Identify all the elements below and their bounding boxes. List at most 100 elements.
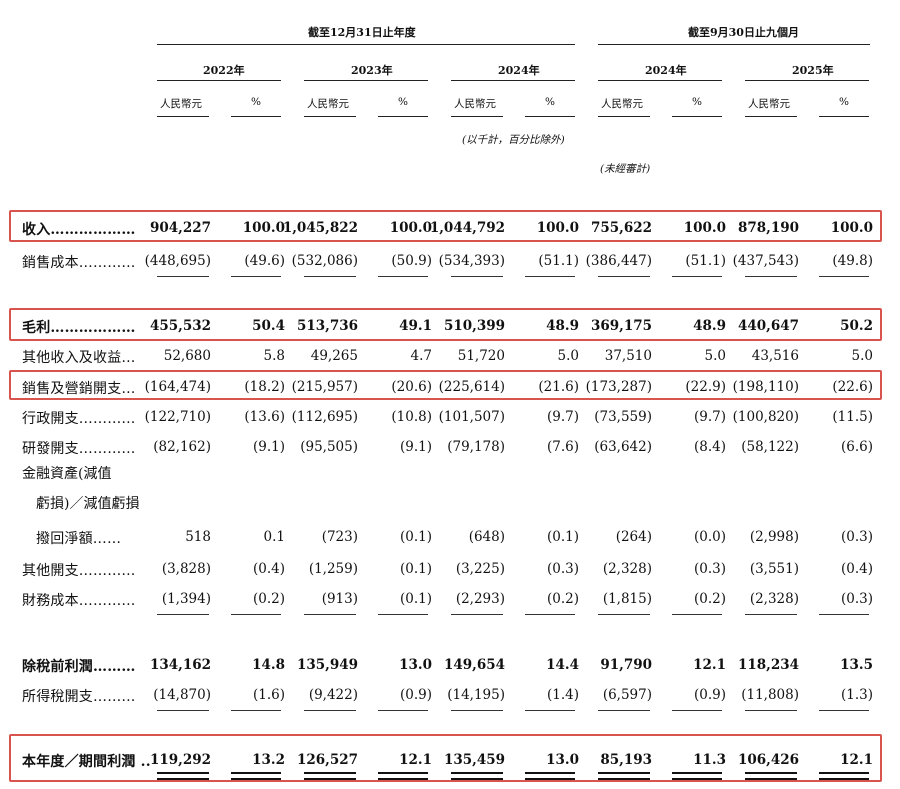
percent-cell: 100.0 bbox=[389, 220, 432, 236]
row-label: 收入……………… bbox=[22, 222, 136, 238]
amount-cell: (2,293) bbox=[455, 591, 505, 607]
row-gross-profit: 毛利……………… 455,532 50.4 513,736 49.1 510,399 48.… bbox=[0, 314, 900, 338]
percent-cell: (49.8) bbox=[832, 253, 873, 269]
highlight-revenue bbox=[9, 210, 882, 242]
total-double-rule bbox=[819, 772, 869, 780]
subtotal-rule bbox=[231, 710, 281, 711]
percent-cell: (0.3) bbox=[693, 561, 726, 577]
year-2024: 2024年 bbox=[498, 64, 540, 77]
unit-pct: % bbox=[251, 96, 261, 108]
percent-cell: 48.9 bbox=[693, 318, 726, 334]
unit-rule bbox=[819, 116, 869, 117]
percent-cell: 12.1 bbox=[693, 657, 726, 673]
amount-cell: (95,505) bbox=[300, 439, 358, 455]
percent-cell: (0.2) bbox=[693, 591, 726, 607]
percent-cell: 12.1 bbox=[399, 752, 432, 768]
subtotal-rule bbox=[745, 614, 797, 615]
percent-cell: 48.9 bbox=[546, 318, 579, 334]
amount-cell: 510,399 bbox=[443, 318, 505, 334]
amount-cell: (1,259) bbox=[308, 561, 358, 577]
row-impairment-reversal: 撥回淨額…… 518 0.1 (723) (0.1) (648) (0.1) (264) (0.… bbox=[0, 525, 900, 549]
subtotal-rule bbox=[157, 276, 209, 277]
amount-cell: 134,162 bbox=[149, 657, 211, 673]
subtotal-rule bbox=[672, 710, 722, 711]
amount-cell: 118,234 bbox=[737, 657, 799, 673]
subtotal-rule bbox=[378, 614, 428, 615]
amount-cell: 518 bbox=[185, 529, 211, 545]
total-double-rule bbox=[378, 772, 428, 780]
unit-rule bbox=[231, 116, 281, 117]
percent-cell: (0.2) bbox=[252, 591, 285, 607]
highlight-net-profit bbox=[9, 734, 882, 782]
row-label: 其他開支………… bbox=[22, 563, 136, 579]
subtotal-rule bbox=[525, 276, 575, 277]
amount-cell: 904,227 bbox=[149, 220, 211, 236]
subtotal-rule bbox=[304, 710, 356, 711]
subtotal-rule bbox=[672, 276, 722, 277]
row-other-expenses: 其他開支………… (3,828) (0.4) (1,259) (0.1) (3,225) (… bbox=[0, 557, 900, 581]
amount-cell: 43,516 bbox=[751, 348, 799, 364]
amount-cell: (2,998) bbox=[749, 529, 799, 545]
unit-pct: % bbox=[839, 96, 849, 108]
percent-cell: (9.1) bbox=[399, 439, 432, 455]
amount-cell: (73,559) bbox=[594, 409, 652, 425]
unit-rule bbox=[451, 116, 503, 117]
percent-cell: 0.1 bbox=[263, 529, 285, 545]
amount-cell: (198,110) bbox=[732, 379, 799, 395]
amount-cell: (2,328) bbox=[602, 561, 652, 577]
amount-cell: (723) bbox=[321, 529, 358, 545]
percent-cell: 5.0 bbox=[851, 348, 873, 364]
subtotal-rule bbox=[157, 614, 209, 615]
percent-cell: (0.3) bbox=[546, 561, 579, 577]
amount-cell: (82,162) bbox=[153, 439, 211, 455]
percent-cell: (18.2) bbox=[244, 379, 285, 395]
amount-cell: 755,622 bbox=[590, 220, 652, 236]
amount-cell: (173,287) bbox=[585, 379, 652, 395]
subtotal-rule bbox=[231, 276, 281, 277]
percent-cell: (9.7) bbox=[693, 409, 726, 425]
amount-cell: 126,527 bbox=[296, 752, 358, 768]
subtotal-rule bbox=[157, 710, 209, 711]
amount-cell: (122,710) bbox=[144, 409, 211, 425]
amount-cell: (58,122) bbox=[741, 439, 799, 455]
amount-cell: 135,459 bbox=[443, 752, 505, 768]
row-label: 銷售成本………… bbox=[22, 255, 136, 271]
row-profit-before-tax: 除稅前利潤……… 134,162 14.8 135,949 13.0 149,654 14.… bbox=[0, 653, 900, 677]
group-rule-fiscal-year bbox=[157, 44, 575, 45]
note-unaudited: (未經審計) bbox=[600, 163, 651, 175]
percent-cell: 50.2 bbox=[840, 318, 873, 334]
amount-cell: (532,086) bbox=[291, 253, 358, 269]
unit-rule bbox=[378, 116, 428, 117]
unit-rule bbox=[304, 116, 356, 117]
unit-rmb: 人民幣元 bbox=[307, 98, 349, 110]
unit-rule bbox=[598, 116, 650, 117]
year-rule-2023 bbox=[304, 80, 428, 81]
percent-cell: (0.9) bbox=[693, 687, 726, 703]
amount-cell: (9,422) bbox=[308, 687, 358, 703]
row-label: 本年度／期間利潤 .. bbox=[22, 754, 151, 770]
unit-rmb: 人民幣元 bbox=[160, 98, 202, 110]
amount-cell: (913) bbox=[321, 591, 358, 607]
percent-cell: 49.1 bbox=[399, 318, 432, 334]
percent-cell: 50.4 bbox=[252, 318, 285, 334]
amount-cell: (112,695) bbox=[291, 409, 358, 425]
subtotal-rule bbox=[819, 276, 869, 277]
amount-cell: 51,720 bbox=[457, 348, 505, 364]
row-label: 財務成本………… bbox=[22, 593, 136, 609]
subtotal-rule bbox=[304, 614, 356, 615]
unit-rmb: 人民幣元 bbox=[748, 98, 790, 110]
amount-cell: (3,828) bbox=[161, 561, 211, 577]
percent-cell: (0.9) bbox=[399, 687, 432, 703]
row-profit-for-period: 本年度／期間利潤 .. 119,292 13.2 126,527 12.1 135,459… bbox=[0, 748, 900, 780]
unit-rule bbox=[745, 116, 797, 117]
amount-cell: 91,790 bbox=[600, 657, 652, 673]
percent-cell: 14.4 bbox=[546, 657, 579, 673]
year-2023: 2023年 bbox=[351, 64, 393, 77]
amount-cell: (3,225) bbox=[455, 561, 505, 577]
unit-pct: % bbox=[545, 96, 555, 108]
amount-cell: (437,543) bbox=[732, 253, 799, 269]
amount-cell: (448,695) bbox=[144, 253, 211, 269]
year-2025-9m: 2025年 bbox=[792, 64, 834, 77]
total-double-rule bbox=[304, 772, 356, 780]
year-2022: 2022年 bbox=[203, 64, 245, 77]
